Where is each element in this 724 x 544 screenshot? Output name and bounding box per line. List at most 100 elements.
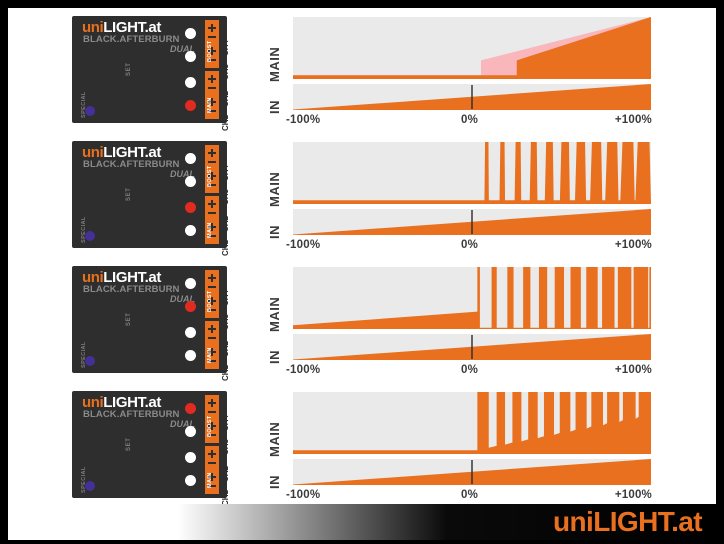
footer-banner: uniLIGHT.at — [8, 504, 716, 540]
connector-pin — [208, 462, 216, 464]
special-port-connector[interactable] — [85, 356, 95, 366]
x-tick-zero: 0% — [461, 489, 479, 501]
connector-block-main[interactable]: MAIN — [205, 446, 219, 494]
channel-label-ch1: CH1 — [221, 364, 230, 381]
connector-block-boost[interactable]: BOOST — [205, 395, 219, 443]
module-brand-suffix: LIGHT.at — [103, 269, 161, 286]
connector-group-label-main: MAIN — [207, 347, 213, 363]
main-waveform — [293, 392, 651, 454]
status-led-3[interactable] — [185, 202, 196, 213]
frame-left-border — [0, 0, 8, 544]
special-port-connector[interactable] — [85, 231, 95, 241]
channel-label-ch3: CH3 — [221, 188, 230, 205]
in-axis-label: IN — [267, 100, 282, 114]
connector-pin — [208, 36, 216, 38]
connector-pin — [208, 337, 216, 339]
footer-logo-prefix: uni — [553, 506, 594, 537]
special-port-connector[interactable] — [85, 481, 95, 491]
status-led-4[interactable] — [185, 350, 196, 361]
status-led-3[interactable] — [185, 77, 196, 88]
mode-chart: MAIN IN -100% 0% +100% — [255, 389, 655, 501]
in-axis-label: IN — [267, 225, 282, 239]
status-led-3[interactable] — [185, 452, 196, 463]
channel-label-ch1: CH1 — [221, 239, 230, 256]
status-led-1[interactable] — [185, 153, 196, 164]
controller-module[interactable]: uniLIGHT.at BLACK.AFTERBURN DUAL SET SPECIAL… — [72, 141, 230, 256]
status-led-4[interactable] — [185, 475, 196, 486]
x-tick-min: -100% — [286, 114, 321, 126]
frame-bottom-border — [0, 540, 724, 544]
module-brand: uniLIGHT.at — [82, 395, 161, 410]
connector-pin — [208, 172, 216, 179]
x-tick-min: -100% — [286, 489, 321, 501]
set-button-label: SET — [126, 437, 132, 451]
main-waveform — [293, 142, 651, 204]
x-tick-max: +100% — [614, 364, 652, 376]
module-model-name: BLACK.AFTERBURN — [83, 159, 180, 170]
connector-pin — [208, 235, 216, 237]
x-tick-min: -100% — [286, 364, 321, 376]
connector-block-boost[interactable]: BOOST — [205, 145, 219, 193]
module-model-name: BLACK.AFTERBURN — [83, 409, 180, 420]
module-variant-name: DUAL — [170, 419, 195, 429]
module-model-name: BLACK.AFTERBURN — [83, 284, 180, 295]
connector-pin — [208, 24, 216, 31]
module-brand: uniLIGHT.at — [82, 145, 161, 160]
connector-block-main[interactable]: MAIN — [205, 71, 219, 119]
controller-module[interactable]: uniLIGHT.at BLACK.AFTERBURN DUAL SET SPECIAL… — [72, 266, 230, 381]
status-led-1[interactable] — [185, 278, 196, 289]
connector-pin — [208, 450, 216, 457]
module-brand: uniLIGHT.at — [82, 20, 161, 35]
main-axis-label: MAIN — [267, 296, 282, 332]
connector-pin — [208, 274, 216, 281]
connector-pin — [208, 360, 216, 362]
module-brand-suffix: LIGHT.at — [103, 19, 161, 36]
connector-pin — [208, 149, 216, 156]
connector-pin — [208, 59, 216, 61]
status-led-1[interactable] — [185, 403, 196, 414]
main-axis-label: MAIN — [267, 171, 282, 207]
special-port-connector[interactable] — [85, 106, 95, 116]
x-tick-max: +100% — [614, 114, 652, 126]
mode-rows-container: uniLIGHT.at BLACK.AFTERBURN DUAL SET SPECIAL… — [8, 8, 716, 506]
main-axis-label: MAIN — [267, 421, 282, 457]
controller-module[interactable]: uniLIGHT.at BLACK.AFTERBURN DUAL SET SPECIAL… — [72, 391, 230, 506]
in-axis-label: IN — [267, 350, 282, 364]
x-tick-max: +100% — [614, 489, 652, 501]
channel-label-ch4: CH4 — [221, 289, 230, 306]
connector-pin — [208, 286, 216, 288]
module-brand: uniLIGHT.at — [82, 270, 161, 285]
status-led-2[interactable] — [185, 426, 196, 437]
status-led-2[interactable] — [185, 301, 196, 312]
frame-right-border — [716, 0, 724, 544]
status-led-1[interactable] — [185, 28, 196, 39]
status-led-4[interactable] — [185, 225, 196, 236]
frame-top-border — [0, 0, 724, 8]
connector-pin — [208, 434, 216, 436]
connector-block-boost[interactable]: BOOST — [205, 270, 219, 318]
waveform-plot — [293, 17, 651, 110]
status-led-4[interactable] — [185, 100, 196, 111]
channel-label-ch2: CH2 — [221, 90, 230, 107]
module-variant-name: DUAL — [170, 44, 195, 54]
connector-pin — [208, 87, 216, 89]
channel-label-ch2: CH2 — [221, 465, 230, 482]
status-led-2[interactable] — [185, 176, 196, 187]
connector-pin — [208, 348, 216, 355]
connector-block-main[interactable]: MAIN — [205, 196, 219, 244]
controller-module[interactable]: uniLIGHT.at BLACK.AFTERBURN DUAL SET SPECIAL… — [72, 16, 230, 131]
connector-block-boost[interactable]: BOOST — [205, 20, 219, 68]
connector-pin — [208, 485, 216, 487]
channel-label-ch2: CH2 — [221, 215, 230, 232]
connector-block-main[interactable]: MAIN — [205, 321, 219, 369]
status-led-3[interactable] — [185, 327, 196, 338]
x-tick-zero: 0% — [461, 114, 479, 126]
mode-row: uniLIGHT.at BLACK.AFTERBURN DUAL SET SPECIAL… — [8, 387, 716, 506]
connector-pin — [208, 325, 216, 332]
status-led-2[interactable] — [185, 51, 196, 62]
connector-pin — [208, 161, 216, 163]
module-variant-name: DUAL — [170, 294, 195, 304]
x-tick-zero: 0% — [461, 364, 479, 376]
mode-chart: MAIN IN -100% 0% +100% — [255, 14, 655, 126]
